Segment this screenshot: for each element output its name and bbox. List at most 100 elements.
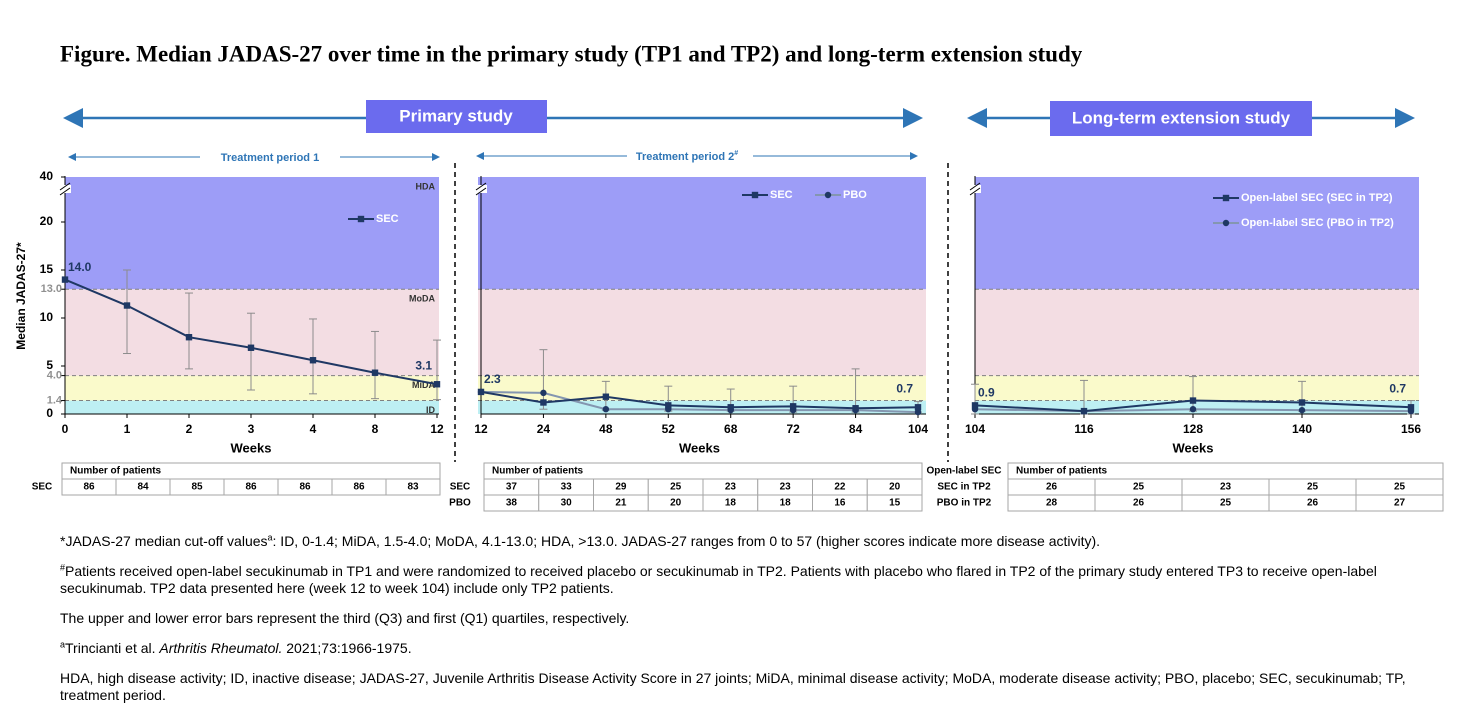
period-header-text: Treatment period 2 — [636, 151, 734, 163]
table-header: Number of patients — [1016, 466, 1108, 477]
figure-title: Figure. Median JADAS-27 over time in the… — [60, 41, 1083, 66]
footnote: #Patients received open-label secukinuma… — [60, 563, 1420, 597]
point — [247, 344, 255, 351]
y-tick-label: 15 — [40, 262, 54, 276]
table-value: 27 — [1394, 498, 1406, 509]
zone — [65, 177, 439, 290]
value-label: 0.9 — [978, 386, 995, 400]
footnote-text: a — [60, 639, 66, 650]
extension-box — [1050, 101, 1312, 136]
x-tick-label: 24 — [537, 422, 551, 436]
legend-label: SEC — [770, 189, 793, 201]
footnote-text: Patients received open-label secukinumab… — [60, 563, 1377, 596]
table-value: 20 — [670, 498, 682, 509]
axis-break — [475, 187, 487, 196]
footnote: The upper and lower error bars represent… — [60, 610, 1420, 627]
point — [1080, 407, 1088, 415]
point — [123, 302, 131, 309]
point — [727, 404, 734, 411]
table-header: Number of patients — [70, 466, 162, 477]
figure: Figure. Median JADAS-27 over time in the… — [14, 41, 1444, 512]
table-corner: Open-label SEC — [926, 466, 1001, 477]
point — [309, 357, 317, 364]
x-tick-label: 128 — [1183, 422, 1203, 436]
study-header: Primary study — [399, 106, 513, 125]
table-value: 26 — [1046, 482, 1058, 493]
x-axis-title: Weeks — [679, 440, 720, 455]
zone — [975, 289, 1419, 376]
x-tick-label: 104 — [908, 422, 928, 436]
footnote-text: Arthritis Rheumatol. — [159, 640, 283, 656]
footnote-text: : ID, 0-1.4; MiDA, 1.5-4.0; MoDA, 4.1-13… — [272, 533, 1101, 549]
x-tick-label: 156 — [1401, 422, 1421, 436]
table-row-label: SEC — [32, 482, 53, 493]
x-tick-label: 48 — [599, 422, 613, 436]
x-tick-label: 68 — [724, 422, 738, 436]
point — [1189, 406, 1197, 413]
legend-label: Open-label SEC (SEC in TP2) — [1241, 192, 1393, 204]
x-tick-label: 0 — [62, 422, 69, 436]
zone — [975, 375, 1419, 401]
table-value: 84 — [137, 482, 149, 493]
y-tick-label: 13.0 — [41, 283, 62, 295]
value-label: 14.0 — [68, 260, 92, 274]
axis-break-bg — [475, 185, 487, 193]
table-value: 85 — [191, 482, 203, 493]
table-value: 37 — [506, 482, 518, 493]
point — [433, 381, 441, 388]
x-tick-label: 3 — [248, 422, 255, 436]
period-label-bg — [200, 149, 340, 165]
table-value: 29 — [615, 482, 627, 493]
table-value: 30 — [561, 498, 573, 509]
primary-box — [366, 100, 547, 133]
table-value: 15 — [889, 498, 901, 509]
point — [914, 404, 922, 411]
axis-break-bg — [969, 185, 981, 193]
table-value: 28 — [1046, 498, 1058, 509]
table-value: 25 — [670, 482, 682, 493]
point — [540, 389, 547, 397]
table-value: 21 — [615, 498, 627, 509]
x-tick-label: 4 — [310, 422, 317, 436]
legend-label: SEC — [376, 213, 399, 225]
table-value: 26 — [1307, 498, 1319, 509]
point — [602, 393, 610, 400]
axis-break — [59, 187, 71, 196]
table-cell — [385, 478, 441, 496]
table-value: 18 — [725, 498, 737, 509]
footnote-text: 2021;73:1966-1975. — [282, 640, 412, 656]
zone — [975, 177, 1419, 290]
legend-marker — [1222, 219, 1230, 227]
period-header: Treatment period 1 — [221, 152, 319, 164]
period-header: Treatment period 2# — [636, 150, 738, 163]
table-value: 38 — [506, 498, 518, 509]
point — [1407, 404, 1415, 411]
table-value: 86 — [245, 482, 257, 493]
footnote-text: Trincianti et al. — [65, 640, 160, 656]
table-value: 18 — [780, 498, 792, 509]
y-axis-title: Median JADAS-27* — [14, 242, 28, 350]
x-tick-label: 140 — [1292, 422, 1312, 436]
table-value: 23 — [1220, 482, 1232, 493]
table-row-label: PBO — [449, 498, 471, 509]
x-tick-label: 8 — [372, 422, 379, 436]
table-value: 23 — [725, 482, 737, 493]
zone — [478, 289, 926, 376]
table-row-label: SEC — [450, 482, 471, 493]
legend-label: Open-label SEC (PBO in TP2) — [1241, 217, 1394, 229]
value-label: 0.7 — [896, 381, 913, 395]
point — [852, 405, 859, 412]
study-header: Long-term extension study — [1072, 108, 1291, 127]
footnote-text: # — [60, 562, 66, 573]
footnote-text: *JADAS-27 median cut-off values — [60, 533, 268, 549]
table-cell — [866, 494, 923, 512]
table-value: 25 — [1133, 482, 1145, 493]
table-row-label: PBO in TP2 — [937, 498, 992, 509]
y-tick-label: 40 — [40, 169, 54, 183]
axis-break — [475, 182, 487, 191]
table-value: 86 — [83, 482, 95, 493]
zone — [65, 375, 439, 401]
table-value: 16 — [834, 498, 846, 509]
zone — [478, 375, 926, 401]
point — [971, 402, 979, 409]
